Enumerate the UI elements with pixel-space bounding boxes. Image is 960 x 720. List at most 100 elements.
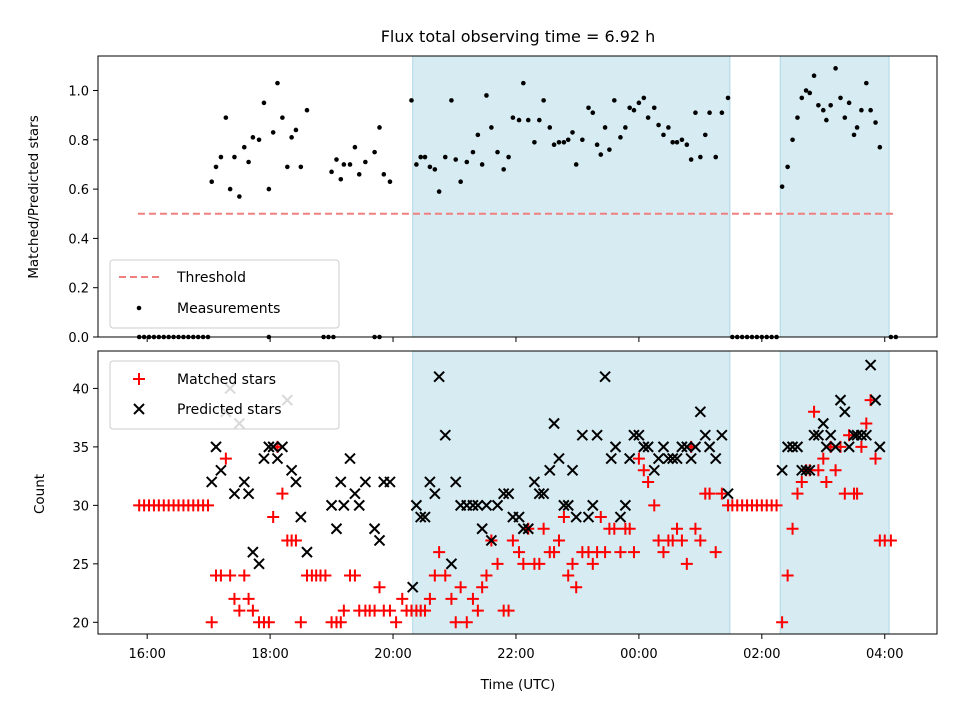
legend-measurements-label: Measurements [177,301,280,317]
measurement-point [627,105,632,111]
legend-predicted-swatch [133,403,145,415]
measurement-point [218,154,224,160]
measurement-point [227,186,233,192]
predicted-star-point [614,511,627,523]
matched-star-point [884,534,897,547]
matched-star-point [337,604,350,617]
matched-star-point [423,592,436,605]
legend-bottom: Matched stars Predicted stars [109,360,340,430]
predicted-star-point [429,487,441,500]
measurement-point [631,107,637,113]
matched-star-point [586,557,599,570]
predicted-star-point [242,487,255,500]
measurement-point [851,132,857,138]
legend-matched-label: Matched stars [177,372,276,388]
predicted-star-point [851,429,863,441]
measurement-point [636,100,642,106]
predicted-star-point [839,406,851,418]
measurement-point [859,107,864,113]
predicted-star-point [716,429,728,441]
matched-star-point [855,440,868,453]
bottom-y-axis-label: Count [32,474,48,514]
predicted-star-point [722,487,734,500]
measurement-point [607,147,612,152]
measurement-point [266,186,272,192]
measurement-point [707,110,712,115]
measurement-point [275,80,280,86]
matched-star-point [224,569,237,582]
measurement-point [510,115,516,120]
predicted-star-point [591,429,603,441]
matched-star-point [246,604,259,617]
measurement-point [666,125,671,130]
predicted-star-point [263,441,275,453]
measurement-point [347,162,353,167]
measurement-point [293,127,299,133]
matched-star-point [869,452,882,465]
measurement-point [289,135,294,140]
predicted-star-point [373,534,386,547]
predicted-star-point [480,499,493,512]
measurement-point [427,164,433,170]
measurement-point [645,115,651,120]
legend-top: Threshold Measurements [109,259,340,329]
x-axis-label: Time (UTC) [480,677,556,693]
measurement-point [725,95,731,101]
matched-star-point [466,592,479,605]
measurement-point [719,110,725,115]
measurement-point [223,115,229,120]
matched-star-point [632,452,645,465]
measurement-point [785,164,790,170]
matched-star-point [219,452,232,465]
predicted-star-point [338,499,350,512]
matched-star-point [614,546,627,559]
measurement-point [846,100,852,106]
predicted-star-point [406,581,419,593]
measurement-point [532,139,537,145]
matched-star-point [562,569,575,582]
predicted-star-point [295,511,307,523]
predicted-star-point [781,441,794,453]
predicted-star-point [869,394,882,406]
predicted-star-point [253,558,265,570]
top-y-axis-label: Matched/Predicted stars [26,115,42,278]
matched-star-point [829,464,842,477]
matched-star-point [715,487,728,500]
matched-star-point [599,546,612,559]
top-axes-frame [97,55,938,338]
matched-star-point [383,604,396,617]
matched-star-point [228,592,241,605]
measurement-point [285,164,290,170]
measurement-point [623,125,628,130]
measurement-point [484,93,489,98]
measurement-point [795,115,800,120]
matched-star-point [817,452,830,465]
predicted-star-point [860,429,873,441]
predicted-star-point [662,452,675,465]
predicted-star-point [558,499,570,512]
predicted-star-point [517,523,530,535]
measurement-point [250,135,256,140]
measurement-point [868,107,873,113]
matched-star-point [491,557,504,570]
bottom-y-tick-label: 30 [72,499,89,514]
top-y-tick-label: 0.0 [68,331,89,346]
matched-star-point [694,534,707,547]
predicted-star-point [804,464,816,476]
predicted-star-point [528,476,541,488]
predicted-star-point [476,523,488,535]
matched-star-point [860,417,873,430]
measurement-point [641,95,647,101]
measurement-point [414,162,419,167]
matched-star-point [566,557,579,570]
matched-star-point [808,405,821,418]
measurement-point [842,115,848,120]
predicted-star-point [694,406,707,418]
predicted-star-point [689,441,702,453]
predicted-star-point [623,452,636,465]
matched-star-point [418,604,431,617]
predicted-star-point [344,452,356,465]
predicted-star-point [638,441,650,453]
measurement-point [256,137,262,143]
